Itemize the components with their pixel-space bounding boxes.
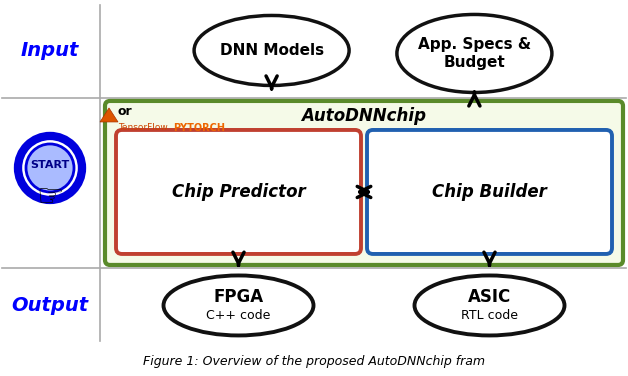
Circle shape <box>26 144 74 192</box>
Text: App. Specs &
Budget: App. Specs & Budget <box>418 37 531 70</box>
Text: Chip Builder: Chip Builder <box>432 183 547 201</box>
Text: TensorFlow: TensorFlow <box>118 123 168 132</box>
Polygon shape <box>100 108 118 122</box>
Text: DNN Models: DNN Models <box>220 43 323 58</box>
Text: Figure 1: Overview of the proposed AutoDNNchip fram: Figure 1: Overview of the proposed AutoD… <box>143 355 485 368</box>
Text: PYTORCH: PYTORCH <box>173 123 225 133</box>
Text: or: or <box>118 105 133 118</box>
Ellipse shape <box>194 15 349 85</box>
Text: Chip Predictor: Chip Predictor <box>171 183 305 201</box>
Text: ☞: ☞ <box>36 183 63 212</box>
Text: FPGA: FPGA <box>214 288 264 306</box>
Text: C++ code: C++ code <box>207 309 271 322</box>
Text: RTL code: RTL code <box>461 309 518 322</box>
Ellipse shape <box>414 276 565 335</box>
FancyBboxPatch shape <box>367 130 612 254</box>
Text: ASIC: ASIC <box>468 288 511 306</box>
Text: Input: Input <box>21 41 79 60</box>
FancyBboxPatch shape <box>0 1 628 345</box>
Text: START: START <box>30 160 70 170</box>
Text: AutoDNNchip: AutoDNNchip <box>301 107 426 125</box>
Ellipse shape <box>397 14 552 92</box>
Ellipse shape <box>163 276 313 335</box>
FancyBboxPatch shape <box>105 101 623 265</box>
Text: Output: Output <box>11 296 89 315</box>
FancyBboxPatch shape <box>116 130 361 254</box>
